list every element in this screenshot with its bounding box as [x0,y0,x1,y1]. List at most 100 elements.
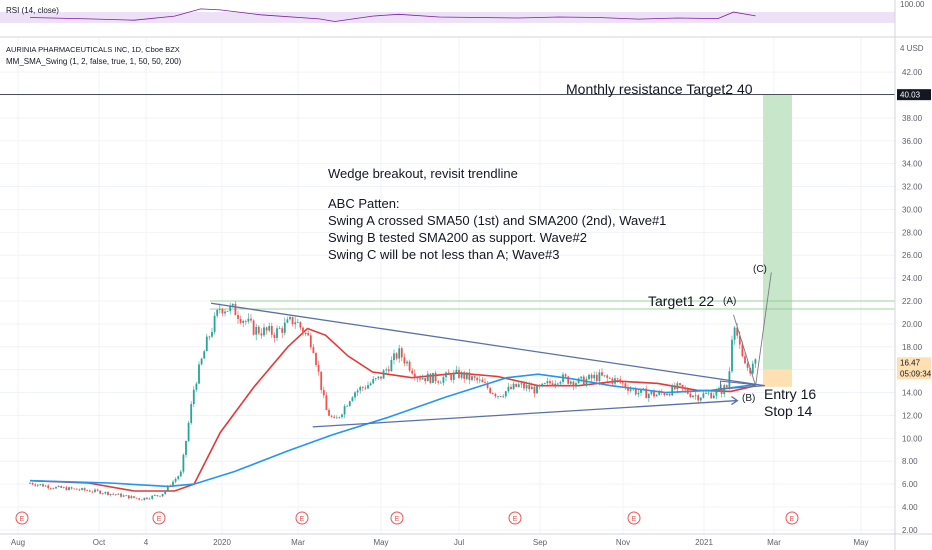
candle-body [348,401,351,406]
candle-body [229,305,232,311]
earnings-marker[interactable] [15,511,29,525]
candle-body [515,383,518,387]
candle-body [208,336,211,338]
candle-body [359,387,362,391]
candle-body [707,392,710,394]
y-tick-label: 38.00 [902,114,923,123]
lower-trendline [312,399,738,428]
target-zone [763,94,792,370]
x-tick-label: 2021 [695,538,713,547]
candle-body [689,393,692,398]
candle-body [312,347,315,354]
candle-body [333,416,336,418]
candle-body [686,389,689,394]
candle-body [372,379,375,384]
y-tick-label: 34.00 [902,160,923,169]
candle-body [663,393,666,396]
candle-body [564,374,567,377]
candle-body [83,488,86,491]
candle-body [244,320,247,322]
candle-body [476,377,479,381]
candle-body [387,369,390,372]
earnings-marker[interactable] [295,511,309,525]
candle-body [395,353,398,359]
candle-body [68,487,70,491]
commentary-line-4: Swing A crossed SMA50 (1st) and SMA200 (… [328,213,666,228]
wave-a-label: (A) [723,296,736,307]
candle-body [554,383,557,386]
x-tick-label: Aug [11,538,25,547]
candle-body [88,490,91,492]
candle-body [424,378,427,382]
price-panel[interactable]: AURINIA PHARMACEUTICALS INC, 1D, Cboe BZ… [0,38,895,534]
candle-body [273,334,276,338]
candle-body [616,378,619,380]
y-tick-label: 26.00 [902,251,923,260]
x-tick-label: Mar [291,538,305,547]
candle-body [146,497,148,499]
earnings-marker[interactable] [508,511,522,525]
candle-body [642,388,645,390]
candle-body [593,374,596,379]
last-price-badge: 16.47 [900,358,921,367]
candle-body [104,491,107,494]
candle-body [614,378,616,384]
candle-body [393,353,395,361]
candle-body [411,370,414,374]
candle-body [99,490,102,494]
candle-body [658,391,661,395]
candle-body [744,356,746,364]
candle-body [125,495,128,497]
candle-body [580,376,583,379]
earnings-marker[interactable] [627,511,641,525]
candle-body [624,383,627,388]
candle-body [595,374,598,382]
candle-body [200,358,203,365]
candle-body [517,384,520,387]
candle-body [382,370,385,379]
candle-body [447,372,450,375]
candle-body [211,331,213,337]
candle-body [439,382,442,384]
candle-body [497,396,499,398]
time-axis[interactable]: Aug Oct 4 2020 Mar May Jul Sep Nov 2021 Mar May [0,533,932,547]
candle-body [140,499,143,501]
price-axis[interactable]: 4 USD 42.0040.0038.0036.0034.0032.0030.0… [894,0,932,550]
candle-body [31,483,34,485]
y-tick-label: 10.00 [902,434,923,443]
candle-body [75,488,78,490]
candle-body [486,383,489,389]
candle-body [39,484,42,486]
earnings-marker[interactable] [785,511,799,525]
candle-body [452,372,455,380]
candle-body [299,322,302,328]
earnings-marker[interactable] [390,511,404,525]
candle-body [73,488,76,490]
candle-body [190,404,193,423]
candle-body [130,496,133,499]
candle-body [322,389,325,396]
candle-body [216,309,219,316]
candle-body [720,388,723,394]
candle-body [536,385,538,394]
candle-body [166,485,169,491]
trade-zones [763,94,792,387]
candle-body [512,383,515,389]
candle-body [78,489,81,491]
candle-body [270,325,273,335]
candle-body [133,496,135,498]
candle-body [601,372,603,376]
rsi-panel[interactable]: RSI (14, close) 100.00 [0,0,925,36]
candle-body [148,498,151,500]
earnings-marker[interactable] [152,511,166,525]
candle-body [471,376,473,380]
candle-body [603,375,606,377]
candle-body [559,382,562,384]
entry-label: Entry 16 [764,386,816,402]
candle-body [749,367,752,374]
candle-body [281,328,284,333]
x-tick-label: May [853,538,868,547]
